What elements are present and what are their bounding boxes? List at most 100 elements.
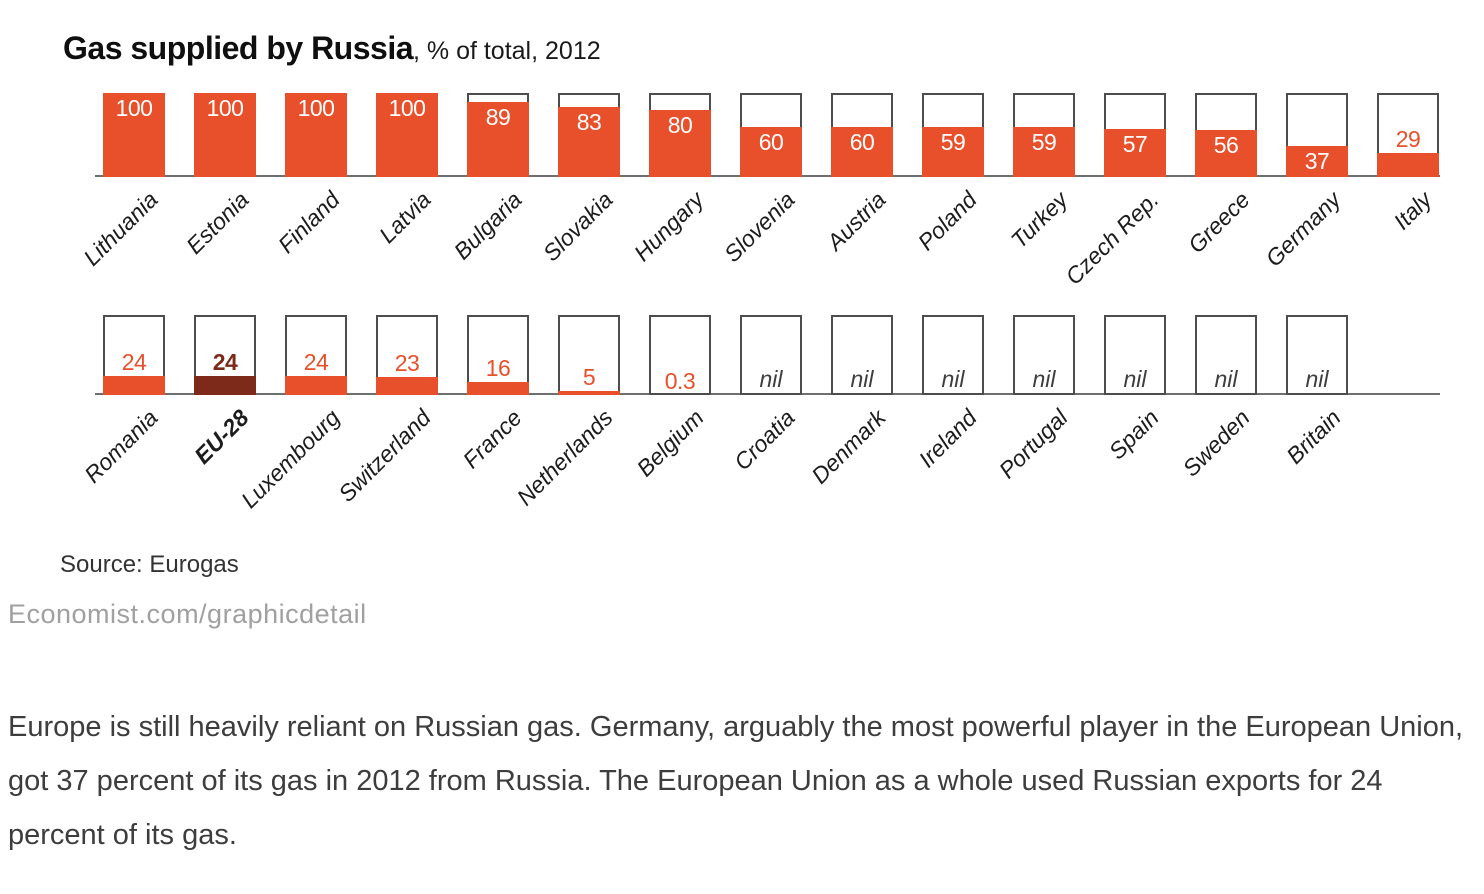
source-note: Source: Eurogas <box>60 551 239 578</box>
bar-column: 100 Estonia <box>181 93 256 259</box>
bar-fill <box>1377 152 1439 177</box>
bars-bottom: 24 Romania 24 EU-28 24 Luxembourg 23 Switzerlan… <box>0 315 1484 513</box>
bar-value-label: 24 <box>303 348 329 375</box>
bar-frame: 80 <box>649 93 711 177</box>
bar-fill <box>103 375 165 395</box>
bar-column: 5 Netherlands <box>512 315 620 510</box>
bar-frame: nil <box>831 315 893 395</box>
bar-fill <box>649 109 711 177</box>
bar-fill <box>1195 129 1257 177</box>
bar-frame: nil <box>740 315 802 395</box>
bars-top: 100 Lithuania 100 Estonia 100 Finland 100 Latvi… <box>0 93 1484 290</box>
bar-fill <box>285 375 347 395</box>
bar-column: nil Portugal <box>994 315 1075 483</box>
bar-row-top: 100 Lithuania 100 Estonia 100 Finland 100 Latvi… <box>0 93 1484 290</box>
bar-frame: 59 <box>1013 93 1075 177</box>
bar-column: 24 Romania <box>79 315 165 488</box>
bar-fill <box>1013 127 1075 177</box>
bar-value-label: 83 <box>576 109 602 136</box>
bar-column: nil Ireland <box>914 315 984 472</box>
bar-fill <box>1104 129 1166 177</box>
chart-title: Gas supplied by Russia, % of total, 2012 <box>63 30 1484 67</box>
bar-value-label: nil <box>1305 366 1329 392</box>
bar-frame: 83 <box>558 93 620 177</box>
bar-frame: 0.3 <box>649 315 711 395</box>
bar-frame: 23 <box>376 315 438 395</box>
bar-column: nil Sweden <box>1178 315 1257 481</box>
bar-frame: nil <box>1104 315 1166 395</box>
bar-column: 100 Finland <box>273 93 347 258</box>
bar-value-label: 57 <box>1122 131 1148 158</box>
bar-frame: 24 <box>103 315 165 395</box>
bar-value-label: 29 <box>1395 125 1421 152</box>
bar-value-label: 89 <box>485 104 511 131</box>
bar-row-bottom: 24 Romania 24 EU-28 24 Luxembourg 23 Switzerlan… <box>0 315 1484 545</box>
bar-value-label: nil <box>1123 366 1147 392</box>
bar-fill <box>376 376 438 395</box>
bar-value-label: 16 <box>485 355 511 382</box>
bar-value-label: 100 <box>297 95 335 121</box>
bar-frame: 100 <box>103 93 165 177</box>
bar-value-label: 0.3 <box>664 367 696 394</box>
bar-column: 59 Turkey <box>1006 93 1075 253</box>
bar-frame: 57 <box>1104 93 1166 177</box>
bar-column: 24 EU-28 <box>189 315 256 469</box>
bar-frame: 60 <box>740 93 802 177</box>
bar-frame: 60 <box>831 93 893 177</box>
bar-fill <box>558 391 620 395</box>
bar-column: 24 Luxembourg <box>236 315 347 513</box>
bar-frame: 29 <box>1377 93 1439 177</box>
bar-frame: 100 <box>376 93 438 177</box>
bar-frame: 89 <box>467 93 529 177</box>
bar-frame: 37 <box>1286 93 1348 177</box>
economist-footer: Economist.com/graphicdetail <box>8 599 367 629</box>
bar-frame: 56 <box>1195 93 1257 177</box>
bar-column: 60 Slovenia <box>719 93 802 267</box>
bar-column: 89 Bulgaria <box>449 93 529 264</box>
bar-value-label: nil <box>759 366 783 392</box>
bar-value-label: 60 <box>758 128 784 155</box>
bar-column: nil Denmark <box>806 315 893 489</box>
bar-value-label: 24 <box>212 348 238 375</box>
bar-value-label: nil <box>941 366 965 392</box>
bar-column: 100 Lithuania <box>78 93 165 271</box>
bar-column: nil Britain <box>1281 315 1348 469</box>
chart-title-subtitle: , % of total, 2012 <box>413 37 601 65</box>
bar-frame: 5 <box>558 315 620 395</box>
bar-fill <box>740 126 802 177</box>
bar-fill <box>1286 145 1348 177</box>
bar-value-label: 100 <box>115 95 153 121</box>
bar-column: 59 Poland <box>913 93 984 255</box>
bar-value-label: 23 <box>394 349 420 376</box>
bar-fill <box>467 102 529 177</box>
bar-value-label: nil <box>850 366 874 392</box>
bar-value-label: 60 <box>849 128 875 155</box>
bar-value-label: nil <box>1214 366 1238 392</box>
bar-frame: 24 <box>194 315 256 395</box>
caption-paragraph: Europe is still heavily reliant on Russi… <box>8 711 1464 851</box>
bar-fill <box>194 93 256 177</box>
bar-fill <box>922 127 984 177</box>
bar-frame: nil <box>922 315 984 395</box>
bar-column: 23 Switzerland <box>333 315 438 507</box>
bar-frame: 100 <box>194 93 256 177</box>
bar-value-label: 80 <box>667 111 693 138</box>
bar-fill <box>467 382 529 395</box>
bar-fill <box>285 93 347 177</box>
bar-frame: 100 <box>285 93 347 177</box>
bar-value-label: 24 <box>121 348 147 375</box>
gas-supplied-chart: Gas supplied by Russia, % of total, 2012… <box>0 30 1484 629</box>
bar-fill <box>831 126 893 177</box>
bar-column: 100 Latvia <box>374 93 438 248</box>
bar-value-label: 5 <box>582 364 596 390</box>
bar-fill <box>376 93 438 177</box>
bar-value-label: 56 <box>1213 131 1239 158</box>
bar-value-label: 37 <box>1304 147 1330 174</box>
bar-fill <box>194 375 256 395</box>
bar-frame: 59 <box>922 93 984 177</box>
bar-frame: nil <box>1013 315 1075 395</box>
bar-column: nil Spain <box>1104 315 1166 464</box>
bar-frame: 16 <box>467 315 529 395</box>
bar-value-label: 100 <box>388 95 426 121</box>
